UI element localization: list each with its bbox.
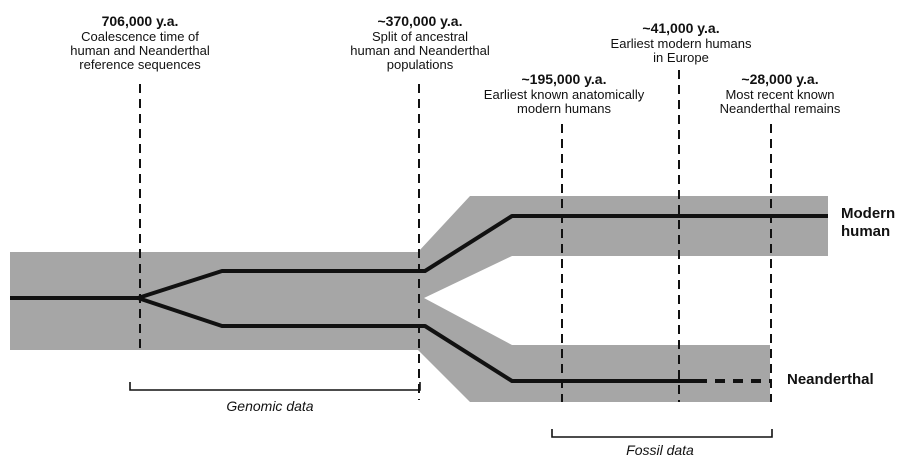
annotation-195000-date: ~195,000 y.a. [521, 71, 607, 87]
annotation-28000: ~28,000 y.a. Most recent known Neanderth… [696, 71, 864, 116]
neanderthal-label: Neanderthal [787, 371, 874, 388]
annotation-41000: ~41,000 y.a. Earliest modern humans in E… [597, 20, 765, 65]
annotation-41000-date: ~41,000 y.a. [642, 20, 720, 36]
annotation-195000-desc: Earliest known anatomically modern human… [483, 87, 645, 116]
annotation-706000: 706,000 y.a. Coalescence time of human a… [52, 13, 228, 72]
annotation-370000-desc: Split of ancestral human and Neanderthal… [350, 29, 490, 72]
annotation-41000-desc: Earliest modern humans in Europe [610, 36, 752, 65]
fossil-data-bracket [551, 429, 773, 438]
neanderthal-lineage-line [137, 296, 697, 383]
fossil-data-label: Fossil data [626, 442, 694, 458]
genomic-data-label: Genomic data [226, 398, 314, 414]
annotation-706000-date: 706,000 y.a. [101, 13, 179, 29]
genomic-data-bracket [129, 382, 421, 391]
modern-human-label: Modern human [841, 205, 896, 240]
modern-human-lineage-line [137, 214, 828, 300]
annotation-195000: ~195,000 y.a. Earliest known anatomicall… [466, 71, 662, 116]
annotation-28000-desc: Most recent known Neanderthal remains [719, 87, 841, 116]
annotation-370000: ~370,000 y.a. Split of ancestral human a… [336, 13, 504, 72]
annotation-370000-date: ~370,000 y.a. [377, 13, 463, 29]
annotation-706000-desc: Coalescence time of human and Neandertha… [70, 29, 210, 72]
annotation-28000-date: ~28,000 y.a. [741, 71, 819, 87]
